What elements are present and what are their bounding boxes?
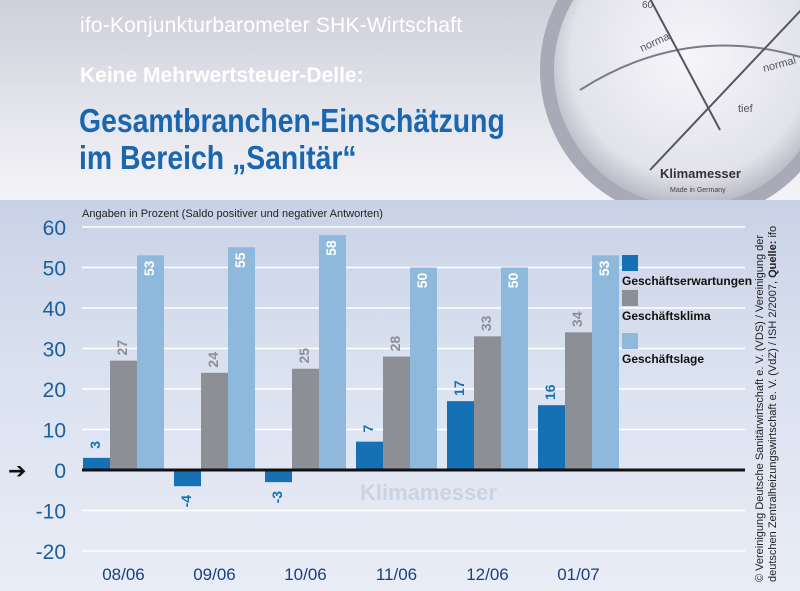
gauge-label: Made in Germany [670,187,726,194]
y-tick-label: 10 [43,420,66,443]
bar [292,368,319,470]
zero-arrow-icon: ➔ [8,458,26,483]
data-label: 58 [323,240,339,256]
y-tick-label: 40 [43,298,66,321]
x-category-label: 10/06 [284,565,327,584]
gauge-label: 70 [716,0,728,3]
gauge-label: Klimamesser [660,166,741,181]
bar [83,457,110,470]
axis-note: Angaben in Prozent (Saldo positiver und … [82,208,383,220]
page-title-line-2: im Bereich „Sanitär“ [79,139,357,176]
bar [474,336,501,470]
bar [356,441,383,470]
data-label: 50 [505,273,521,289]
watermark-text: Klimamesser [360,480,497,505]
source-text: © Vereinigung Deutsche Sanitärwirtschaft… [754,234,779,582]
climate-gauge-image: normal normal tief Klimamesser Made in G… [540,0,800,200]
bar [410,267,437,470]
bar [137,255,164,470]
legend-swatch [622,255,638,271]
bar [174,470,201,487]
y-tick-label: 60 [43,217,66,240]
y-tick-label: -20 [36,541,66,564]
bar [110,360,137,470]
data-label: 25 [296,348,312,364]
legend-swatch [622,333,638,349]
data-label: 16 [542,384,558,400]
bar [265,470,292,483]
data-label: -4 [178,495,194,508]
subtitle: Keine Mehrwertsteuer-Delle: [80,64,364,87]
gauge-label: tief [738,103,754,115]
bar [383,356,410,470]
data-label: 33 [478,315,494,331]
legend-label: Geschäftsklima [622,309,711,323]
bar [538,405,565,470]
x-category-label: 11/06 [376,565,417,584]
data-label: -3 [269,491,285,504]
y-tick-label: 50 [43,258,66,281]
bar [228,247,255,470]
source-value: ifo [767,225,779,238]
data-label: 17 [451,380,467,396]
source-credit: © Vereinigung Deutsche Sanitärwirtschaft… [754,222,780,582]
y-tick-label: 0 [54,460,66,483]
bar [565,332,592,470]
source-label: Quelle: [767,240,779,278]
data-label: 50 [414,273,430,289]
bar [592,255,619,470]
header-banner: normal normal tief Klimamesser Made in G… [0,0,800,200]
x-category-label: 12/06 [466,565,509,584]
supertitle: ifo-Konjunkturbarometer SHK-Wirtschaft [80,14,463,37]
y-tick-label: -10 [36,501,66,524]
data-label: 53 [596,260,612,276]
bar [319,235,346,470]
data-label: 28 [387,336,403,352]
bar [501,267,528,470]
y-tick-label: 20 [43,379,66,402]
data-label: 27 [114,340,130,356]
data-label: 7 [360,425,376,433]
x-category-label: 09/06 [193,565,236,584]
data-label: 53 [141,260,157,276]
data-label: 34 [569,311,585,327]
data-label: 3 [87,441,103,449]
legend-label: Geschäftslage [622,352,704,366]
page-title-line-1: Gesamtbranchen-Einschätzung [79,102,505,139]
x-category-label: 08/06 [102,565,145,584]
data-label: 55 [232,252,248,268]
data-label: 24 [205,352,221,368]
legend-swatch [622,290,638,306]
legend-label: Geschäftserwartungen [622,274,752,288]
y-tick-label: 30 [43,339,66,362]
gauge-label: 60 [642,0,654,11]
x-category-label: 01/07 [557,565,600,584]
bar [447,401,474,470]
bar [201,372,228,470]
